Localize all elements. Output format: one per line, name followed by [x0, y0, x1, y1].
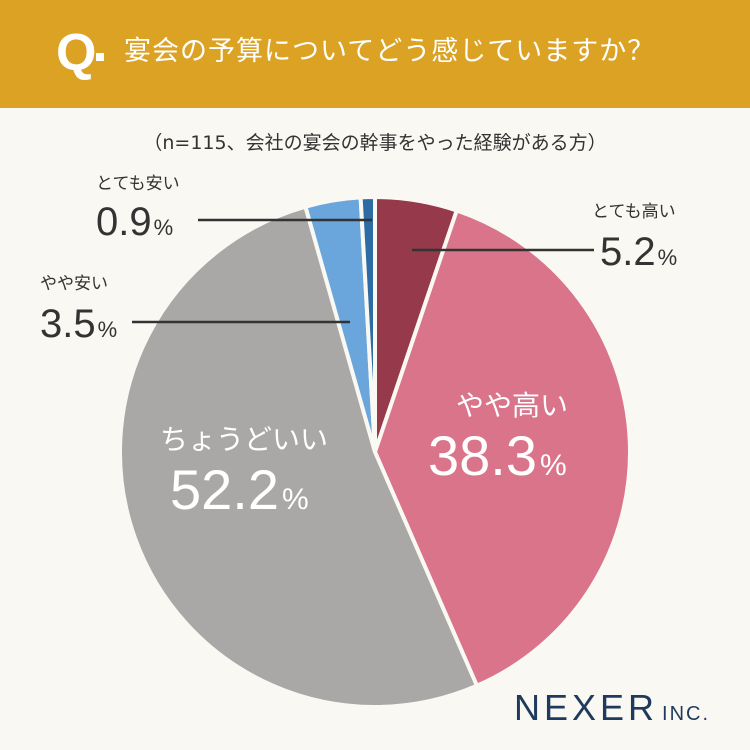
nexer-logo: NEXER INC.	[514, 687, 711, 728]
label-low-name: やや安い	[40, 274, 108, 294]
question-header: Q 宴会の予算についてどう感じていますか？	[0, 0, 750, 108]
label-just-right-value: 52.2%	[170, 458, 309, 521]
label-low-value: 3.5%	[40, 302, 118, 346]
label-high-value: 38.3%	[428, 424, 567, 487]
label-very-low-value: 0.9%	[96, 200, 174, 244]
label-very-high-value: 5.2%	[600, 230, 678, 274]
label-very-low-name: とても安い	[96, 174, 180, 194]
q-mark: Q	[56, 24, 97, 82]
question-text: 宴会の予算についてどう感じていますか？	[124, 36, 656, 67]
label-high-name: やや高い	[456, 389, 569, 422]
sample-note: （n=115、会社の宴会の幹事をやった経験がある方）	[143, 132, 607, 154]
q-dot	[96, 53, 104, 61]
label-just-right-name: ちょうどいい	[160, 423, 329, 456]
slice-very-low	[358, 195, 377, 454]
label-very-high-name: とても高い	[592, 202, 676, 222]
slice-just-right	[118, 204, 479, 709]
